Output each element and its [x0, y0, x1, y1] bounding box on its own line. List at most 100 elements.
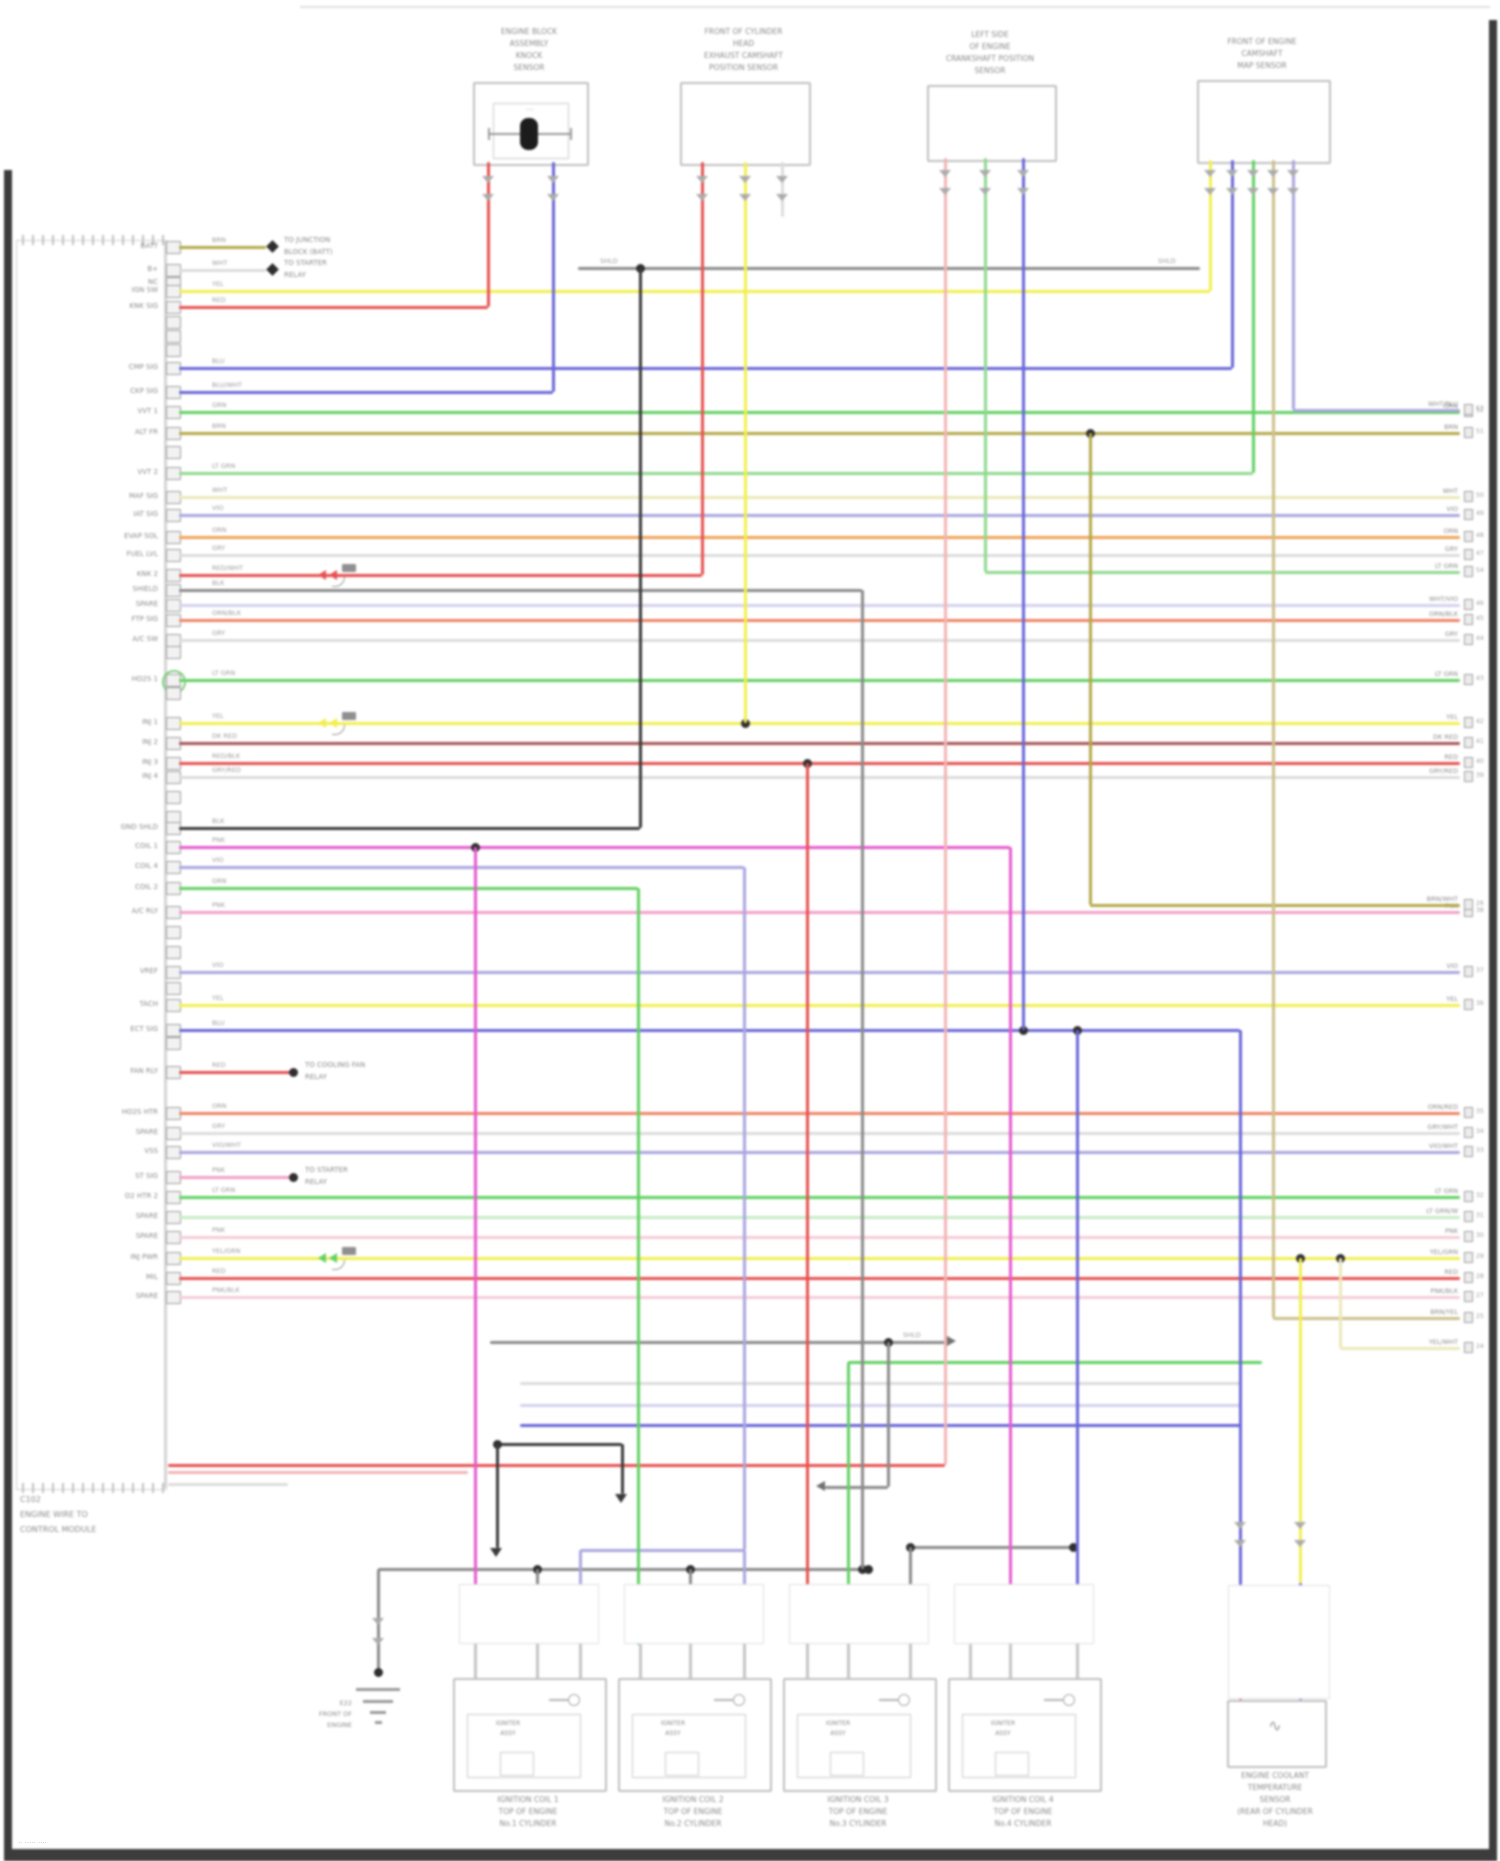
terminal-pin-icon [1464, 1342, 1473, 1353]
ignition-coil-2-internal-line [714, 1699, 734, 1701]
wire-color-label: RED [212, 296, 226, 304]
pcm-row-wire [179, 639, 1460, 642]
junction-dot [289, 1068, 298, 1077]
terminal-pin-icon [1464, 427, 1473, 438]
shield-arrow-icon [615, 1494, 627, 1503]
pcm-pin-label: KNK 2 [136, 570, 158, 578]
pcm-row-wire [179, 1004, 1460, 1007]
connector-pin-chevron-icon [776, 176, 788, 183]
pcm-row-wire [179, 604, 1460, 607]
terminal-wire-label: PNK [1444, 1227, 1458, 1235]
ignition-coil-3-pin-stub [909, 1644, 912, 1680]
connector-pin-chevron-icon [1294, 1522, 1306, 1529]
terminal-pin-number: 28 [1476, 1273, 1484, 1280]
wire-v [781, 162, 784, 217]
knock-sensor-label: SENSOR [513, 63, 545, 72]
watermark: ·· ····· ···· [18, 1839, 47, 1847]
wire-color-label: GRY [212, 629, 226, 637]
wire-color-label: YEL [212, 280, 224, 288]
ignition-coil-1-pin-stub [579, 1644, 582, 1680]
terminal-wire-label: VIO/WHT [1429, 1142, 1458, 1150]
junction-dot [864, 1565, 873, 1574]
twisted-pair-icon [318, 718, 326, 728]
connector-pin-chevron-icon [1234, 1540, 1246, 1547]
pcm-edge-tick [122, 235, 124, 245]
pcm-row-wire [179, 391, 553, 394]
splice-note: RELAY [305, 1073, 327, 1081]
wire-color-label: PNK [212, 901, 226, 909]
pcm-row-wire [179, 619, 1460, 622]
terminal-pin-number: 46 [1476, 600, 1484, 607]
splice-label [342, 712, 356, 720]
terminal-pin-icon [1464, 999, 1473, 1010]
terminal-pin-icon [1464, 737, 1473, 748]
pcm-row-wire [179, 762, 1460, 765]
pcm-pin-label: INJ 4 [141, 772, 158, 780]
junction-diamond [266, 240, 279, 253]
wire-h [520, 1424, 1240, 1427]
wire-h [520, 1404, 1240, 1407]
splice-label [342, 1247, 356, 1255]
page-border-right [1489, 20, 1497, 1861]
wire-v [743, 867, 746, 1550]
wire-color-label: VIO [212, 961, 224, 969]
pcm-pin-label: EVAP SOL [124, 532, 158, 540]
terminal-pin-icon [1464, 899, 1473, 910]
pcm-row-wire [179, 514, 1460, 517]
pcm-pin-box [166, 687, 181, 700]
terminal-pin-icon [1464, 404, 1473, 415]
terminal-pin-number: 53 [1476, 405, 1484, 412]
wire-color-label: LT GRN [212, 669, 236, 677]
page-border-top [300, 6, 1490, 8]
wire-v [806, 763, 809, 1645]
terminal-pin-number: 41 [1476, 738, 1484, 745]
pcm-row-wire [179, 1277, 1460, 1280]
connector-pin-chevron-icon [372, 1638, 384, 1645]
ground-bar-icon [370, 1711, 386, 1714]
connector-pin-chevron-icon [979, 170, 991, 177]
wire-color-label: YEL [212, 994, 224, 1002]
junction-dot [1069, 1543, 1078, 1552]
twist-curl-icon [332, 725, 345, 735]
splice-note: BLOCK (BATT) [284, 248, 333, 256]
ground-label: ENGINE [327, 1721, 352, 1729]
terminal-pin-number: 32 [1476, 1192, 1484, 1199]
pcm-pin-label: ST SIG [135, 1172, 158, 1180]
connector-pin-chevron-icon [1247, 188, 1259, 195]
connector-pin-chevron-icon [939, 170, 951, 177]
wire-v [1231, 160, 1234, 368]
connector-pin-chevron-icon [1247, 170, 1259, 177]
pcm-pin-label: A/C RLY [131, 907, 158, 915]
pcm-edge-tick [142, 235, 144, 245]
junction-dot [741, 719, 750, 728]
pcm-row-wire [179, 776, 1460, 779]
wire-color-label: ORN/BLK [212, 609, 242, 617]
terminal-pin-icon [1464, 1272, 1473, 1283]
ignition-coil-1-pin-stub [474, 1644, 477, 1680]
ignition-coil-4-igniter-label: ASSY [995, 1730, 1011, 1737]
terminal-pin-number: 39 [1476, 772, 1484, 779]
engine-coolant-temperature-sensor-box [1227, 1700, 1327, 1768]
terminal-pin-number: 54 [1476, 567, 1484, 574]
wire-v [1009, 847, 1012, 1645]
wire-color-label: BLK [212, 579, 225, 587]
junction-diamond [266, 263, 279, 276]
ignition-coil-1-sub-box [500, 1752, 534, 1776]
wire-color-label: GRN [212, 401, 227, 409]
pcm-pin-label: COIL 2 [134, 883, 158, 891]
ignition-coil-1-label: TOP OF ENGINE [498, 1807, 558, 1816]
pcm-row-wire [179, 742, 1460, 745]
terminal-wire-label: GRY/WHT [1427, 1123, 1458, 1131]
wire-color-label: RED [212, 1061, 226, 1069]
wire-h [168, 1464, 945, 1467]
connector-pin-chevron-icon [696, 194, 708, 201]
wire-color-label: PNK [212, 836, 226, 844]
splice-note: RELAY [284, 271, 306, 279]
ignition-coil-1-igniter-label: ASSY [500, 1730, 516, 1737]
pcm-pin-box [166, 1037, 181, 1050]
pcm-edge-tick [162, 235, 164, 245]
terminal-pin-number: 43 [1476, 675, 1484, 682]
crankshaft-position-sensor-label: LEFT SIDE [971, 30, 1009, 39]
pcm-row-wire [179, 1176, 293, 1179]
